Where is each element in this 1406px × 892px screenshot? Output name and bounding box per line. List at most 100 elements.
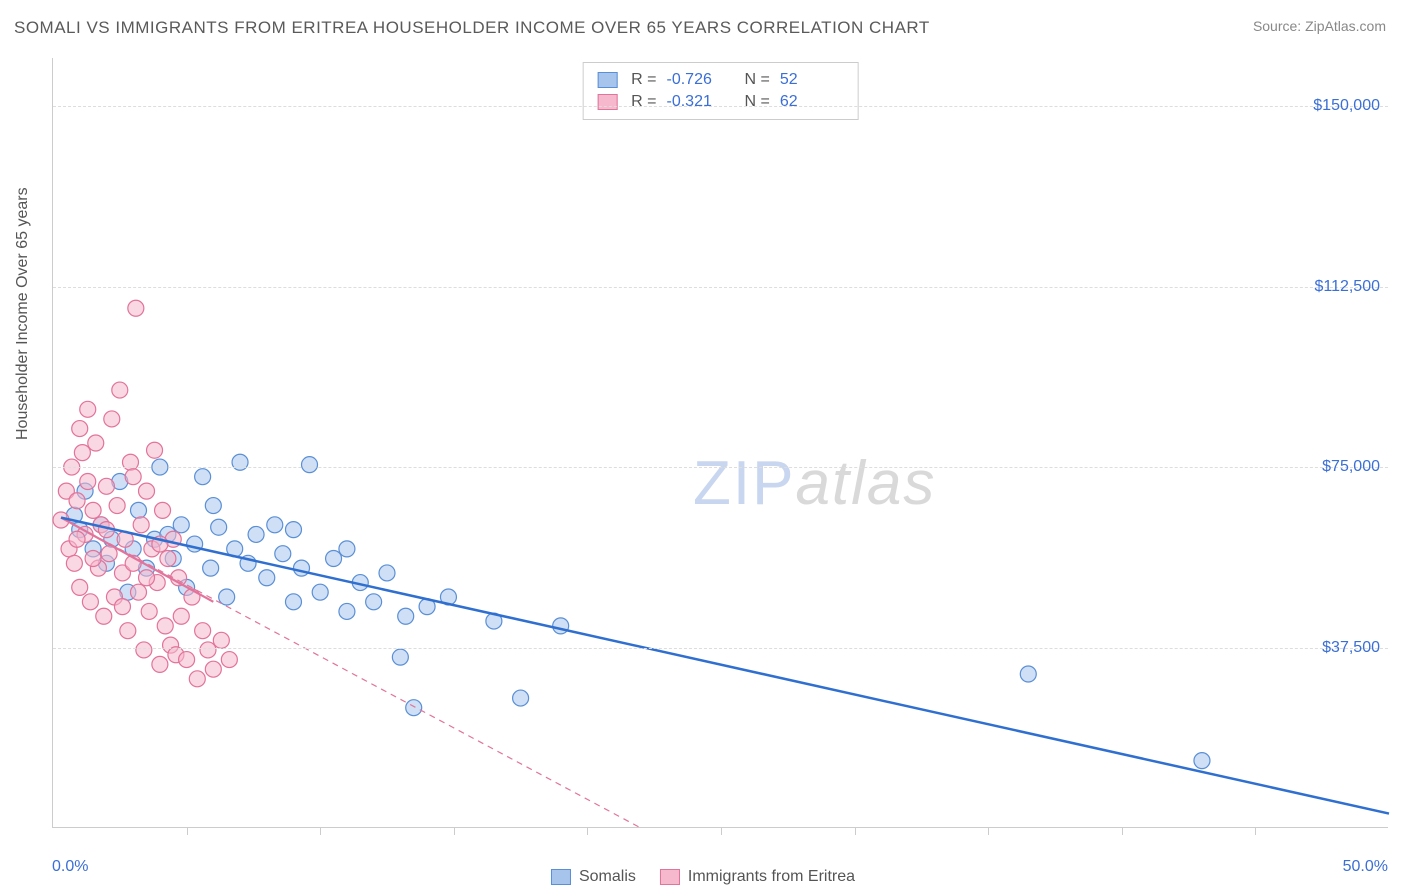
chart-source: Source: ZipAtlas.com [1253, 18, 1386, 34]
data-point-eritrea [104, 411, 120, 427]
data-point-eritrea [112, 382, 128, 398]
y-tick-label: $150,000 [1313, 97, 1380, 115]
legend-row-somalis: R = -0.726 N = 52 [597, 69, 844, 91]
data-point-somalis [285, 594, 301, 610]
data-point-somalis [398, 608, 414, 624]
legend-swatch-somalis [597, 72, 617, 88]
x-tick [587, 827, 588, 835]
data-point-somalis [195, 469, 211, 485]
data-point-eritrea [133, 517, 149, 533]
data-point-eritrea [72, 579, 88, 595]
data-point-eritrea [96, 608, 112, 624]
n-value-eritrea: 62 [780, 93, 836, 111]
data-point-somalis [219, 589, 235, 605]
data-point-eritrea [80, 401, 96, 417]
legend-row-eritrea: R = -0.321 N = 62 [597, 91, 844, 113]
data-point-eritrea [120, 623, 136, 639]
data-point-eritrea [109, 498, 125, 514]
data-point-eritrea [179, 652, 195, 668]
data-point-somalis [513, 690, 529, 706]
data-point-eritrea [139, 483, 155, 499]
legend-item-somalis: Somalis [551, 868, 636, 886]
data-point-eritrea [139, 570, 155, 586]
data-point-eritrea [82, 594, 98, 610]
data-point-eritrea [74, 445, 90, 461]
data-point-eritrea [147, 442, 163, 458]
data-point-eritrea [85, 502, 101, 518]
data-point-eritrea [98, 478, 114, 494]
legend-label-eritrea: Immigrants from Eritrea [688, 868, 855, 886]
gridline-h [53, 287, 1388, 288]
x-tick [1255, 827, 1256, 835]
data-point-somalis [379, 565, 395, 581]
data-point-somalis [293, 560, 309, 576]
data-point-somalis [392, 649, 408, 665]
n-value-somalis: 52 [780, 71, 836, 89]
data-point-eritrea [114, 599, 130, 615]
data-point-eritrea [189, 671, 205, 687]
legend-swatch-eritrea [597, 94, 617, 110]
legend-swatch-eritrea-b [660, 869, 680, 885]
chart-plot-area: R = -0.726 N = 52 R = -0.321 N = 62 ZIPa… [52, 58, 1388, 828]
x-tick [1122, 827, 1123, 835]
data-point-eritrea [184, 589, 200, 605]
data-point-eritrea [128, 300, 144, 316]
data-point-eritrea [213, 632, 229, 648]
data-point-eritrea [125, 469, 141, 485]
scatter-plot-svg [53, 58, 1388, 827]
data-point-eritrea [173, 608, 189, 624]
gridline-h [53, 106, 1388, 107]
data-point-somalis [339, 541, 355, 557]
data-point-somalis [366, 594, 382, 610]
legend-label-somalis: Somalis [579, 868, 636, 886]
chart-title: SOMALI VS IMMIGRANTS FROM ERITREA HOUSEH… [14, 18, 930, 38]
data-point-eritrea [160, 551, 176, 567]
data-point-somalis [248, 526, 264, 542]
data-point-eritrea [136, 642, 152, 658]
x-tick [855, 827, 856, 835]
data-point-eritrea [200, 642, 216, 658]
legend-item-eritrea: Immigrants from Eritrea [660, 868, 855, 886]
x-axis-min-label: 0.0% [52, 858, 88, 876]
data-point-somalis [173, 517, 189, 533]
data-point-somalis [203, 560, 219, 576]
gridline-h [53, 467, 1388, 468]
r-label: R = [631, 71, 656, 89]
n-label: N = [745, 93, 770, 111]
data-point-eritrea [80, 474, 96, 490]
chart-header: SOMALI VS IMMIGRANTS FROM ERITREA HOUSEH… [0, 0, 1406, 46]
data-point-eritrea [205, 661, 221, 677]
r-value-somalis: -0.726 [667, 71, 723, 89]
data-point-somalis [312, 584, 328, 600]
r-value-eritrea: -0.321 [667, 93, 723, 111]
x-tick [187, 827, 188, 835]
correlation-legend: R = -0.726 N = 52 R = -0.321 N = 62 [582, 62, 859, 120]
data-point-eritrea [85, 551, 101, 567]
data-point-eritrea [66, 555, 82, 571]
data-point-eritrea [88, 435, 104, 451]
data-point-eritrea [157, 618, 173, 634]
data-point-eritrea [72, 421, 88, 437]
y-tick-label: $75,000 [1322, 458, 1380, 476]
n-label: N = [745, 71, 770, 89]
legend-swatch-somalis-b [551, 869, 571, 885]
r-label: R = [631, 93, 656, 111]
data-point-somalis [275, 546, 291, 562]
data-point-eritrea [195, 623, 211, 639]
x-tick [320, 827, 321, 835]
data-point-eritrea [221, 652, 237, 668]
y-tick-label: $37,500 [1322, 639, 1380, 657]
series-legend: Somalis Immigrants from Eritrea [551, 868, 855, 886]
data-point-eritrea [152, 656, 168, 672]
data-point-eritrea [155, 502, 171, 518]
gridline-h [53, 648, 1388, 649]
data-point-somalis [131, 502, 147, 518]
x-tick [454, 827, 455, 835]
data-point-eritrea [131, 584, 147, 600]
data-point-eritrea [69, 493, 85, 509]
data-point-somalis [326, 551, 342, 567]
data-point-somalis [211, 519, 227, 535]
y-tick-label: $112,500 [1314, 278, 1380, 296]
x-tick [988, 827, 989, 835]
data-point-eritrea [141, 603, 157, 619]
